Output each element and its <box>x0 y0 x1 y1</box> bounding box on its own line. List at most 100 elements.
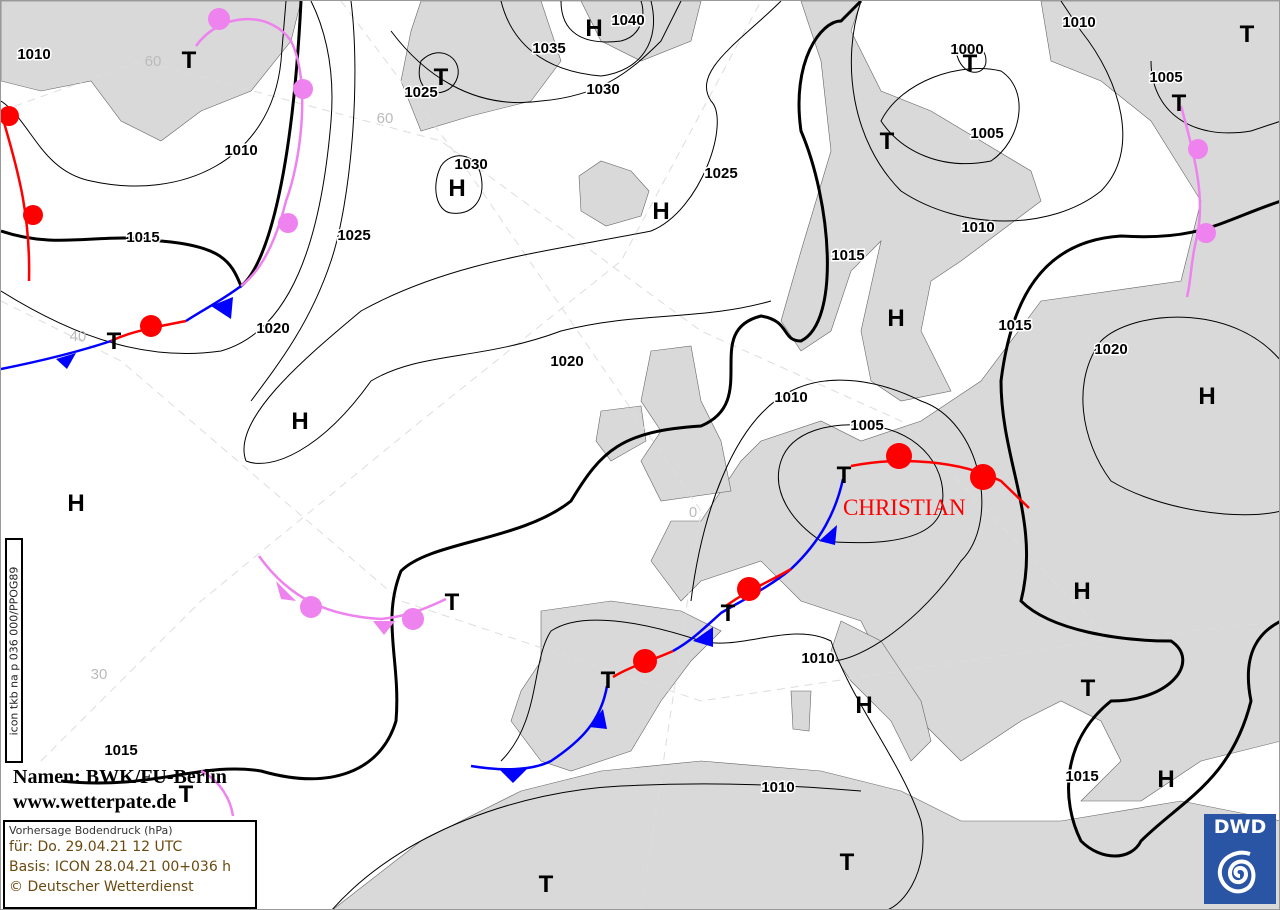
landmass-britain <box>595 345 732 502</box>
occlusion-symbol <box>1196 223 1216 243</box>
cold-front-symbol <box>211 297 233 319</box>
isobar-1035 <box>500 1 655 77</box>
warm-front-symbol <box>737 577 761 601</box>
isobar-1025 <box>418 52 459 94</box>
isobar-label: 1010 <box>774 389 807 406</box>
isobar-1025 <box>243 1 782 462</box>
low-pressure-label: T <box>837 462 852 489</box>
storm-name-label: CHRISTIAN <box>843 495 966 520</box>
isobar-label: 1005 <box>1149 69 1182 86</box>
spiral-icon <box>1217 850 1256 894</box>
info-copyright: © Deutscher Wetterdienst <box>9 879 194 895</box>
isobar-label: 1030 <box>586 81 619 98</box>
low-pressure-label: T <box>182 47 197 74</box>
isobar-1010 <box>500 619 924 909</box>
low-pressure-label: T <box>601 667 616 694</box>
high-pressure-label: H <box>855 692 872 719</box>
isobar-label: 1035 <box>532 40 565 57</box>
isobar-1005 <box>1150 60 1279 134</box>
cold-front-symbol <box>589 709 607 729</box>
isobar-1020 <box>245 300 772 464</box>
isobar-1010 <box>1 1 287 187</box>
high-pressure-label: H <box>585 15 602 42</box>
low-pressure-label: T <box>880 128 895 155</box>
low-pressure-label: T <box>179 781 194 808</box>
high-pressure-label: H <box>67 490 84 517</box>
map-labels: 60 60 40 30 0 1010 1010 1015 1025 1020 1035 1040 102… <box>16 11 1255 899</box>
isobar-label: 1010 <box>961 219 994 236</box>
isobar-label: 1020 <box>550 353 583 370</box>
info-title: Vorhersage Bodendruck (hPa) <box>9 824 173 837</box>
low-pressure-label: T <box>107 328 122 355</box>
cold-front <box>470 685 609 771</box>
grid-label: 0 <box>689 504 697 521</box>
graticule-line <box>1 60 1112 642</box>
isobar-1015 <box>60 1 863 785</box>
low-pressure-label: T <box>963 50 978 77</box>
cold-front-symbol <box>56 353 76 369</box>
isobar-1010 <box>850 1 1124 222</box>
front-symbols <box>1 8 1216 783</box>
high-pressure-label: H <box>448 175 465 202</box>
isobar-label: 1025 <box>337 227 370 244</box>
landmass-greenland <box>400 1 702 132</box>
isobar-label: 1015 <box>831 247 864 264</box>
occlusion-symbol <box>276 581 296 601</box>
isobar-1015 <box>999 200 1279 858</box>
info-model-basis: Basis: ICON 28.04.21 00+036 h <box>9 859 232 875</box>
occlusion-symbol <box>373 621 395 635</box>
isobar-1015 <box>1 1 303 289</box>
isobar-label: 1010 <box>801 650 834 667</box>
isobar-1025 <box>250 1 356 402</box>
high-pressure-label: H <box>887 305 904 332</box>
cold-front <box>1 339 112 371</box>
landmass-scandinavia <box>780 1 1042 402</box>
grid-label: 40 <box>70 328 87 345</box>
isobar-label: 1010 <box>761 779 794 796</box>
landmass-europe <box>650 1 1279 802</box>
warm-front-symbol <box>970 464 996 490</box>
high-pressure-label: H <box>1157 766 1174 793</box>
occlusion-symbol <box>278 213 298 233</box>
cold-front-symbol <box>819 525 837 545</box>
dwd-logo-text: DWD <box>1213 816 1267 838</box>
credit-url: www.wetterpate.de <box>13 791 177 813</box>
isobar-label: 1015 <box>126 229 159 246</box>
low-pressure-label: T <box>1172 90 1187 117</box>
isobar-label: 1010 <box>224 142 257 159</box>
high-pressure-label: H <box>291 408 308 435</box>
product-code: icon tkb na p 036 000/PPOG89 <box>7 566 21 735</box>
product-code-box: icon tkb na p 036 000/PPOG89 <box>5 538 23 763</box>
isobar-1030 <box>390 1 682 103</box>
isobar-1005 <box>880 67 1020 165</box>
landmass-iberia <box>510 600 722 772</box>
isobar-label: 1010 <box>17 46 50 63</box>
landmass-iceland <box>578 160 650 227</box>
occluded-front <box>200 769 235 817</box>
occluded-front <box>194 17 304 287</box>
credit-names: Namen: BWK/FU-Berlin <box>13 766 227 788</box>
high-pressure-label: H <box>1073 578 1090 605</box>
isobar-label: 1015 <box>1065 768 1098 785</box>
cold-front-symbol <box>693 627 713 647</box>
isobar-1005 <box>777 424 944 544</box>
isobar-label: 1020 <box>1094 341 1127 358</box>
occlusion-symbol <box>402 608 424 630</box>
isobar-label: 1020 <box>256 320 289 337</box>
isobar-1020 <box>1082 316 1279 516</box>
cold-front-symbol <box>499 769 527 783</box>
warm-front-symbol <box>23 205 43 225</box>
isobar-label: 1015 <box>998 317 1031 334</box>
occlusion-symbol <box>293 79 313 99</box>
isobar-1010 <box>332 783 862 909</box>
high-pressure-label: H <box>652 198 669 225</box>
occluded-front <box>257 555 447 621</box>
isobar-label: 1005 <box>850 417 883 434</box>
warm-front-symbol <box>140 315 162 337</box>
isobar-1000 <box>955 43 987 73</box>
isobar-label: 1000 <box>950 41 983 58</box>
occlusion-symbol <box>208 8 230 30</box>
